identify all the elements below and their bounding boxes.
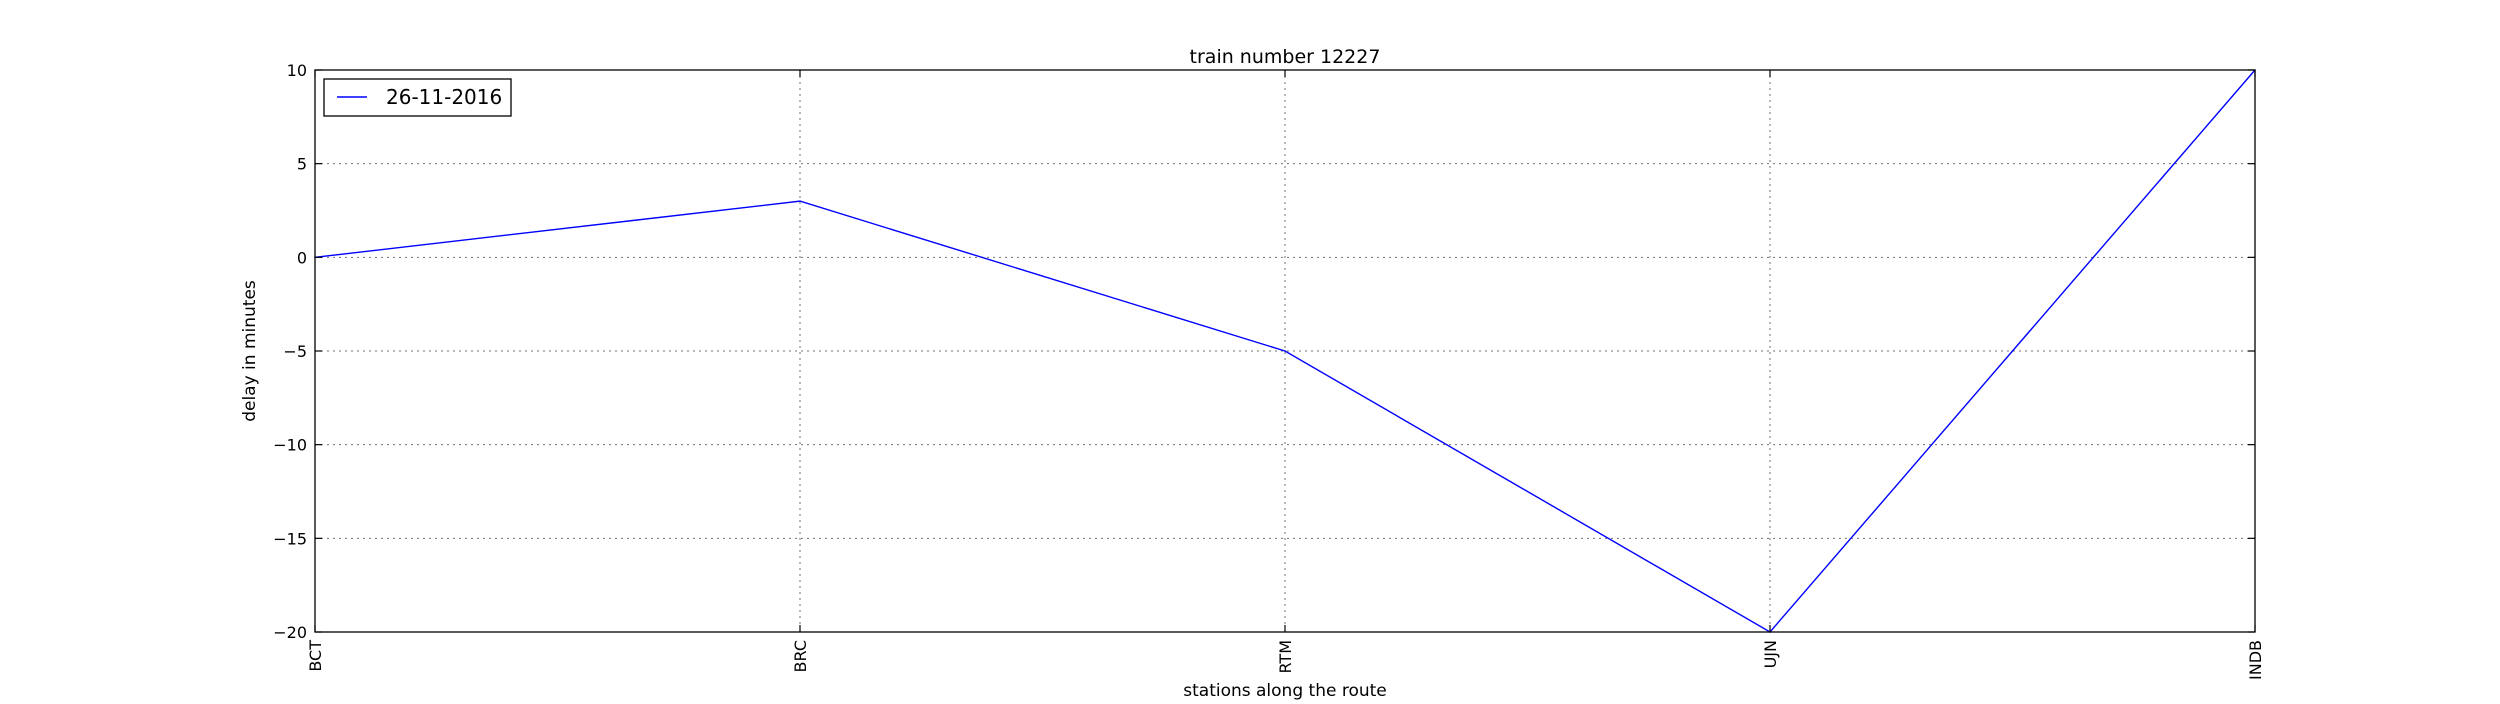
y-tick-label: −10 — [273, 436, 307, 455]
data-point — [799, 200, 801, 202]
y-tick-label: −20 — [273, 623, 307, 642]
y-tick-label: 0 — [297, 248, 307, 267]
legend: 26-11-2016 — [323, 78, 512, 117]
x-axis-label: stations along the route — [1183, 681, 1387, 700]
grid-layer — [315, 70, 2255, 632]
y-axis-label: delay in minutes — [240, 280, 260, 422]
data-point — [1284, 350, 1286, 352]
x-tick-label: RTM — [1276, 640, 1295, 674]
y-tick-label: 5 — [297, 155, 307, 174]
series-layer — [314, 69, 2256, 633]
y-tick-label: 10 — [287, 61, 307, 80]
y-tick-label: −15 — [273, 529, 307, 548]
legend-entry-label: 26-11-2016 — [386, 85, 502, 109]
x-tick-label: BCT — [306, 640, 325, 672]
chart-title: train number 12227 — [1190, 46, 1381, 68]
x-tick-label: INDB — [2246, 640, 2265, 680]
y-tick-label: −5 — [283, 342, 307, 361]
x-tick-label: BRC — [791, 640, 810, 672]
x-tick-label: UJN — [1761, 640, 1780, 668]
tick-layer: −20 −15 −10 −5 0 5 10 BCT BRC RTM UJN INDB — [273, 61, 2265, 680]
